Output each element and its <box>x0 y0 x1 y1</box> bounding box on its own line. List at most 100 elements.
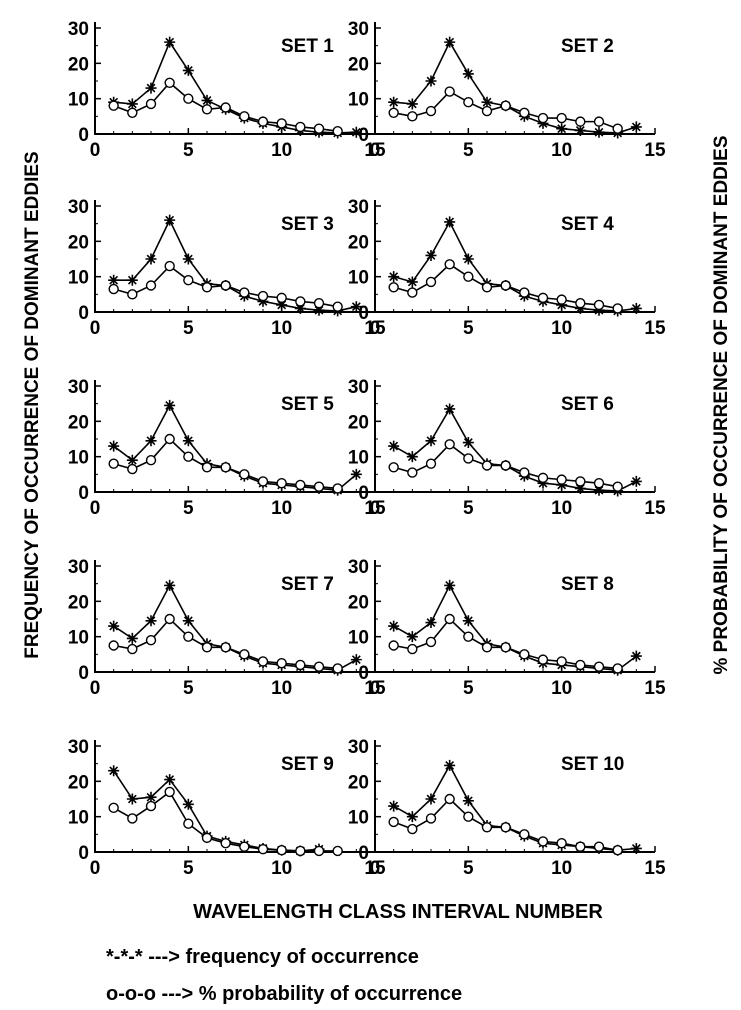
circle-point <box>332 301 343 312</box>
x-tick-label: 10 <box>551 318 572 339</box>
star-point <box>257 295 269 307</box>
circle-point <box>276 118 287 129</box>
star-point <box>182 253 194 265</box>
circle-point <box>145 280 157 291</box>
x-tick-label: 5 <box>463 140 474 161</box>
x-tick-label: 5 <box>183 318 194 339</box>
circle-point <box>164 433 175 445</box>
series-line <box>113 403 357 492</box>
star-point <box>126 274 138 286</box>
y-tick-label: 0 <box>78 663 89 684</box>
x-tick-label: 5 <box>183 140 194 161</box>
star-point <box>164 579 176 591</box>
circle-point <box>201 642 213 653</box>
panel-set-8: 0 10 20 30 0 5 10 15 SET 8 <box>348 557 666 699</box>
circle-point <box>201 832 213 844</box>
y-tick-label: 30 <box>348 557 369 578</box>
circle-point <box>407 111 418 122</box>
circle-point <box>500 100 511 111</box>
x-tick-label: 15 <box>364 498 386 519</box>
circle-point <box>127 463 138 475</box>
circle-point <box>537 292 549 304</box>
circle-point <box>425 458 437 469</box>
y-tick-label: 0 <box>358 843 369 864</box>
panel-set-4: 0 10 20 30 0 5 10 15 SET 4 <box>348 197 666 339</box>
y-tick-label: 10 <box>68 448 89 469</box>
circle-point <box>500 460 511 471</box>
star-point <box>145 615 157 627</box>
star-point <box>145 791 157 803</box>
star-point <box>182 798 194 810</box>
star-point <box>630 302 642 314</box>
circle-point <box>575 116 586 127</box>
x-tick-label: 15 <box>364 678 386 699</box>
circle-point <box>575 659 586 671</box>
circle-point <box>183 818 194 829</box>
star-point <box>313 304 325 316</box>
y-tick-label: 30 <box>348 737 369 758</box>
star-point <box>108 620 120 632</box>
x-tick-label: 15 <box>364 318 386 339</box>
circle-point <box>481 105 493 117</box>
x-tick-label: 5 <box>183 498 194 519</box>
circle-point <box>127 643 138 655</box>
star-point <box>164 774 176 786</box>
circle-point <box>145 455 157 466</box>
star-point <box>425 617 437 629</box>
circle-point <box>407 643 418 655</box>
star-point <box>406 811 418 823</box>
series-probability <box>108 260 343 312</box>
panel-set-3: 0 10 20 30 0 5 10 15 SET 3 <box>68 197 386 339</box>
star-point <box>462 437 474 449</box>
circle-point <box>388 107 399 119</box>
circle-point <box>276 292 287 304</box>
circle-point <box>556 294 567 305</box>
x-tick-label: 10 <box>551 678 572 699</box>
legend-frequency: *-*-* ---> frequency of occurrence <box>106 946 419 968</box>
panel-title: SET 8 <box>561 574 614 595</box>
circle-point <box>183 93 194 104</box>
circle-point <box>556 656 567 667</box>
circle-point <box>239 841 250 852</box>
star-point <box>537 477 549 489</box>
series-line <box>393 583 637 672</box>
x-tick-label: 0 <box>90 498 101 519</box>
circle-point <box>276 477 287 489</box>
star-point <box>126 793 138 805</box>
x-tick-label: 5 <box>463 498 474 519</box>
star-point <box>145 435 157 447</box>
star-point <box>406 631 418 643</box>
circle-point <box>481 460 493 471</box>
x-axis-label: WAVELENGTH CLASS INTERVAL NUMBER <box>193 901 603 923</box>
circle-point <box>575 841 586 852</box>
star-point <box>276 299 288 311</box>
circle-point <box>183 451 194 462</box>
star-point <box>406 98 418 110</box>
x-tick-label: 0 <box>370 140 381 161</box>
star-point <box>556 123 568 135</box>
circle-point <box>425 636 437 648</box>
star-point <box>126 98 138 110</box>
circle-point <box>220 462 231 473</box>
circle-point <box>239 111 250 122</box>
panel-set-6: 0 10 20 30 0 5 10 15 SET 6 <box>348 377 666 519</box>
circle-point <box>332 663 343 674</box>
panel-set-10: 0 10 20 30 0 5 10 15 SET 10 <box>348 737 666 879</box>
series-probability <box>108 613 343 674</box>
circle-point <box>537 112 549 124</box>
circle-point <box>500 642 511 653</box>
y-tick-label: 20 <box>68 772 89 793</box>
star-point <box>201 94 213 106</box>
x-tick-label: 10 <box>271 858 292 879</box>
series-probability <box>108 786 343 857</box>
star-point <box>462 615 474 627</box>
star-point <box>630 475 642 487</box>
circle-point <box>425 813 437 824</box>
circle-point <box>519 107 530 119</box>
circle-point <box>201 462 213 473</box>
star-point <box>164 36 176 48</box>
y-tick-label: 20 <box>348 592 369 613</box>
y-tick-label: 20 <box>68 54 89 75</box>
x-tick-label: 15 <box>644 678 666 699</box>
